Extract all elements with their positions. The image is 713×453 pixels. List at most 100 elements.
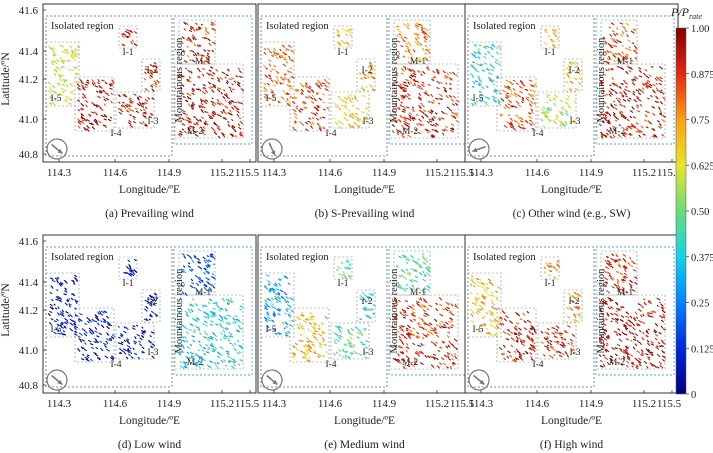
turbine-point (192, 28, 196, 32)
turbine-point (607, 334, 610, 338)
turbine-point (334, 105, 338, 108)
turbine-point (415, 260, 420, 265)
turbine-point (407, 331, 412, 336)
turbine-point (510, 92, 514, 96)
turbine-point (394, 316, 398, 320)
turbine-point (283, 56, 287, 60)
turbine-point (289, 84, 293, 88)
turbine-point (106, 338, 109, 341)
turbine-point (434, 330, 439, 334)
turbine-point (598, 354, 602, 357)
turbine-point (660, 325, 664, 329)
turbine-point (495, 290, 498, 294)
turbine-point (429, 329, 433, 332)
turbine-point (150, 345, 154, 349)
turbine-point (110, 336, 115, 340)
turbine-point (661, 309, 666, 314)
turbine-point (406, 24, 410, 27)
turbine-point (178, 133, 182, 137)
colorbar-tick-label: 0.50 (691, 207, 709, 218)
turbine-point (419, 123, 423, 126)
turbine-point (103, 113, 108, 118)
region-box-i-5 (45, 41, 80, 107)
turbine-point (648, 85, 652, 89)
turbine-point (526, 310, 530, 314)
turbine-point (337, 266, 341, 270)
turbine-point (198, 332, 202, 336)
turbine-point (437, 349, 441, 353)
turbine-point (324, 88, 329, 91)
turbine-point (198, 26, 202, 29)
turbine-point (563, 338, 567, 341)
turbine-point (622, 351, 626, 355)
turbine-point (362, 307, 367, 312)
turbine-point (343, 111, 347, 115)
turbine-point (181, 291, 185, 295)
turbine-point (625, 345, 630, 349)
turbine-point (369, 61, 372, 65)
turbine-point (213, 101, 217, 106)
turbine-point (427, 288, 430, 291)
turbine-point (185, 361, 188, 364)
turbine-point (69, 45, 73, 48)
turbine-point (407, 56, 410, 59)
turbine-point (103, 310, 108, 314)
turbine-point (629, 315, 633, 319)
turbine-point (520, 340, 524, 344)
turbine-point (632, 346, 636, 350)
turbine-point (627, 90, 631, 93)
turbine-point (220, 92, 223, 95)
turbine-point (623, 272, 627, 276)
turbine-point (631, 332, 635, 335)
turbine-point (632, 125, 636, 129)
turbine-point (73, 323, 76, 326)
turbine-point (517, 334, 521, 337)
turbine-point (572, 319, 576, 323)
turbine-point (528, 320, 532, 324)
turbine-point (88, 330, 92, 334)
turbine-point (611, 276, 615, 280)
x-tick-label: 115.2 (210, 167, 234, 179)
turbine-point (151, 331, 155, 334)
turbine-point (448, 340, 452, 345)
x-tick-label: 115.2 (425, 167, 449, 179)
turbine-point (219, 325, 223, 328)
turbine-point (606, 259, 611, 264)
turbine-point (412, 259, 417, 263)
turbine-point (65, 84, 69, 88)
turbine-point (315, 111, 319, 115)
turbine-point (230, 77, 235, 80)
turbine-point (645, 330, 650, 335)
turbine-point (481, 69, 486, 72)
turbine-point (51, 89, 55, 93)
turbine-point (272, 68, 276, 71)
turbine-point (411, 312, 415, 315)
turbine-point (340, 104, 344, 107)
turbine-point (52, 63, 55, 66)
turbine-point (345, 350, 348, 353)
turbine-point (552, 266, 556, 270)
turbine-point (314, 83, 319, 87)
turbine-point (305, 121, 309, 125)
turbine-point (182, 346, 185, 349)
turbine-point (197, 326, 200, 331)
turbine-point (549, 265, 553, 268)
turbine-point (91, 79, 95, 83)
turbine-point (403, 117, 407, 122)
turbine-point (532, 341, 536, 345)
turbine-point (531, 348, 536, 353)
turbine-point (634, 343, 638, 347)
turbine-point (470, 63, 474, 67)
turbine-point (340, 261, 344, 265)
region-box-i-1 (118, 256, 138, 280)
turbine-point (109, 83, 114, 87)
turbine-point (662, 115, 667, 118)
turbine-point (231, 321, 235, 324)
turbine-point (332, 117, 336, 120)
turbine-point (650, 352, 653, 356)
turbine-point (212, 307, 216, 310)
turbine-point (528, 79, 533, 82)
turbine-point (307, 359, 311, 363)
turbine-point (629, 264, 634, 268)
turbine-point (268, 288, 272, 292)
